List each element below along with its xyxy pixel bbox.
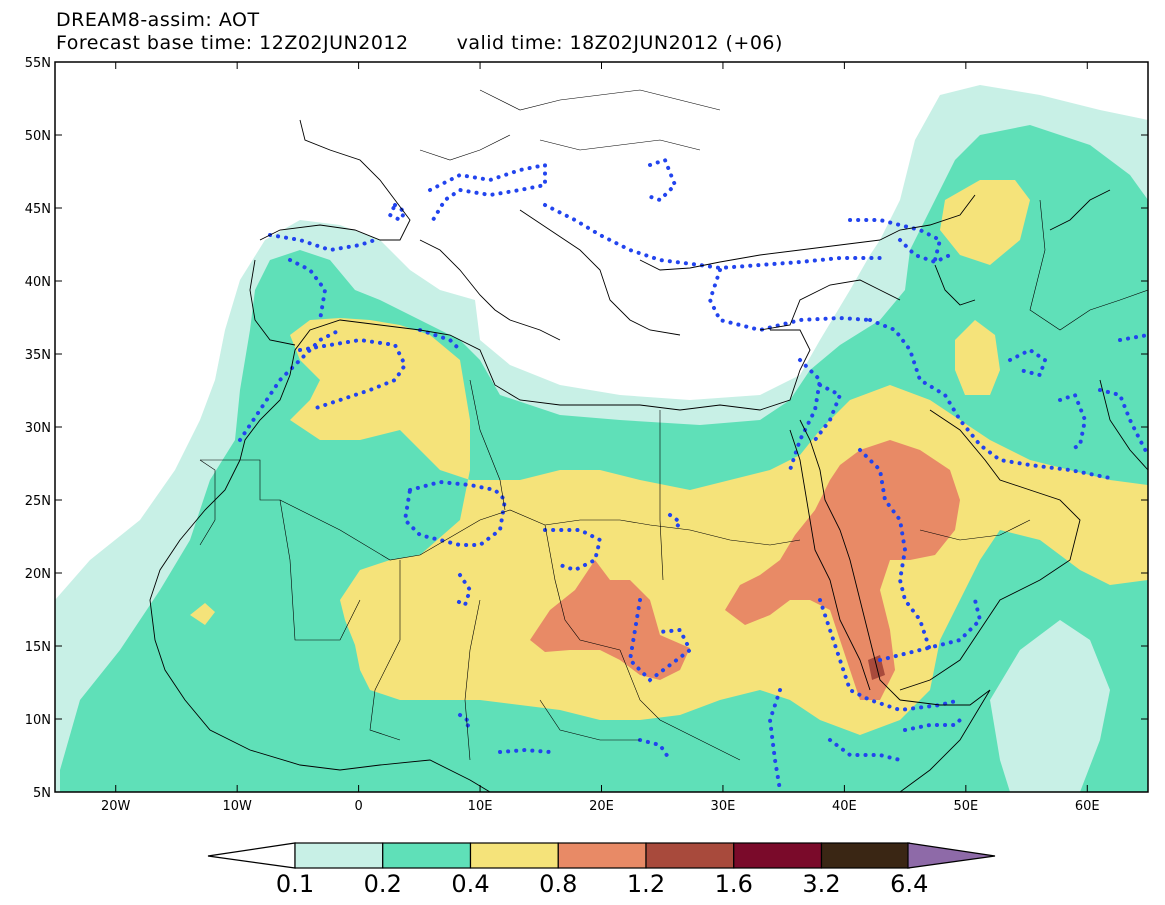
- y-tick-label: 30N: [25, 421, 51, 436]
- colorbar-cell: [382, 842, 472, 869]
- y-tick-label: 25N: [25, 494, 51, 509]
- y-tick-label: 45N: [25, 202, 51, 217]
- colorbar-cell: [557, 842, 647, 869]
- colorbar-label: 0.1: [275, 870, 315, 898]
- x-tick-label: 10E: [468, 799, 493, 814]
- borders: [199, 89, 1148, 761]
- y-tick-label: 35N: [25, 348, 51, 363]
- x-tick-label: 30E: [711, 799, 736, 814]
- aot-level-08: [530, 560, 690, 680]
- y-tick-label: 50N: [25, 129, 51, 144]
- x-tick-label: 20E: [589, 799, 614, 814]
- y-tick-label: 40N: [25, 275, 51, 290]
- y-tick-label: 55N: [25, 56, 51, 71]
- x-tick-label: 0: [354, 799, 362, 814]
- colorbar-label: 1.6: [714, 870, 753, 898]
- y-tick-label: 20N: [25, 567, 51, 582]
- x-axis: 20W 10W 0 10E 20E 30E 40E 50E 60E: [101, 62, 1100, 814]
- colorbar-cell: [645, 842, 735, 869]
- colorbar-cell: [820, 842, 910, 869]
- base-time-label: Forecast base time: 12Z02JUN2012: [56, 32, 409, 54]
- x-tick-label: 40E: [832, 799, 857, 814]
- colorbar-cell: [469, 842, 559, 869]
- x-tick-label: 50E: [953, 799, 978, 814]
- map-title: DREAM8-assim: AOT: [56, 9, 260, 31]
- dotted-contours: [238, 157, 1148, 792]
- coastlines: [149, 119, 1148, 792]
- y-tick-label: 10N: [25, 713, 51, 728]
- y-tick-label: 15N: [25, 640, 51, 655]
- map-subtitle: Forecast base time: 12Z02JUN2012 valid ti…: [56, 33, 783, 53]
- x-tick-label: 10W: [222, 799, 252, 814]
- aot-field: [55, 85, 1148, 792]
- colorbar-label: 0.8: [539, 870, 578, 898]
- aot-level-04: [290, 318, 1148, 735]
- colorbar-label: 6.4: [890, 870, 929, 898]
- colorbar-cell: [733, 842, 823, 869]
- colorbar-label: 0.2: [363, 870, 402, 898]
- colorbar-label: 0.4: [451, 870, 490, 898]
- colorbar-label: 1.2: [626, 870, 666, 898]
- colorbar: [207, 842, 996, 869]
- x-tick-label: 20W: [101, 799, 131, 814]
- colorbar-cell: [294, 842, 384, 869]
- colorbar-label: 3.2: [802, 870, 841, 898]
- valid-time-label: valid time: 18Z02JUN2012 (+06): [456, 32, 783, 54]
- colorbar-under-arrow: [207, 842, 296, 869]
- colorbar-over-arrow: [907, 842, 996, 869]
- x-tick-label: 60E: [1075, 799, 1100, 814]
- y-axis: 55N 50N 45N 40N 35N 30N 25N 20N 15N 10N 5N: [25, 56, 1148, 801]
- y-tick-label: 5N: [33, 786, 51, 801]
